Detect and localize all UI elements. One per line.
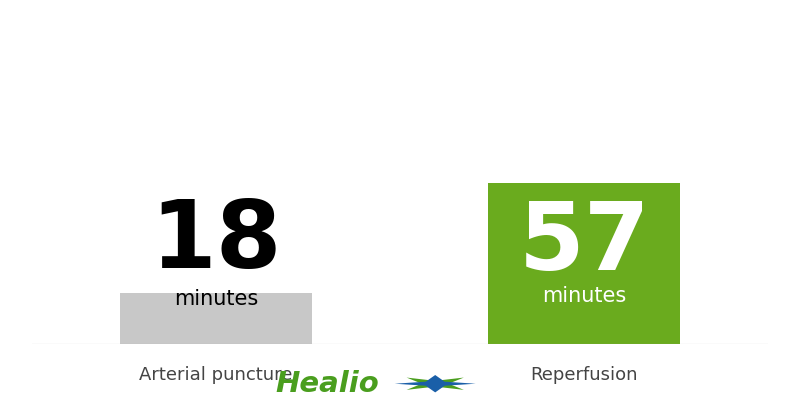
Text: The direct to angiography suite workflow: The direct to angiography suite workflow [150, 33, 650, 53]
Text: reduced time to the following outcomes by:: reduced time to the following outcomes b… [135, 79, 665, 99]
Text: Healio: Healio [275, 370, 379, 398]
Bar [120, 294, 312, 344]
Text: Reperfusion: Reperfusion [530, 365, 638, 383]
Bar [488, 183, 680, 344]
Text: 18: 18 [150, 196, 282, 288]
Polygon shape [406, 378, 464, 390]
Text: minutes: minutes [542, 286, 626, 306]
Text: Arterial puncture: Arterial puncture [139, 365, 293, 383]
Text: minutes: minutes [174, 289, 258, 309]
Text: 57: 57 [518, 199, 650, 291]
Polygon shape [394, 375, 476, 392]
